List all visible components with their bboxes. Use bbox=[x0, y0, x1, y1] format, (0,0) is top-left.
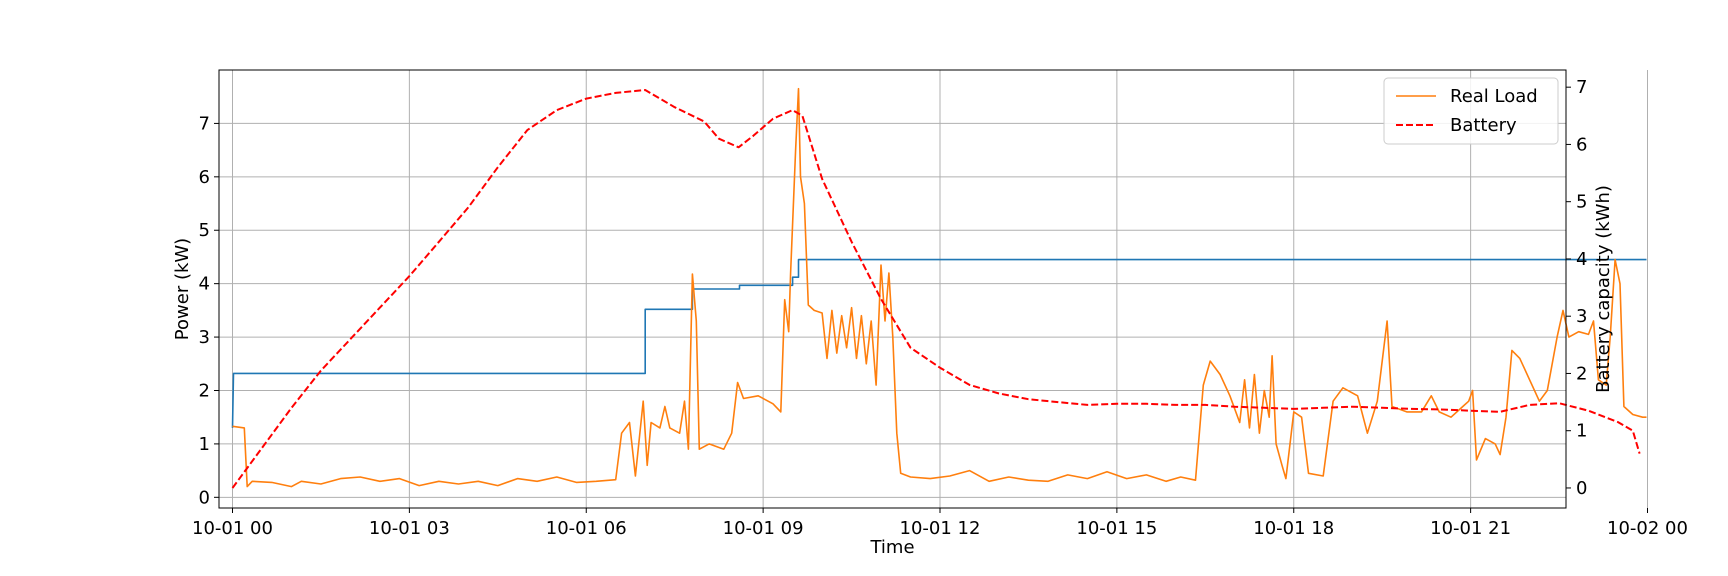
y-tick-label: 3 bbox=[199, 327, 210, 348]
series-line-battery bbox=[231, 89, 1641, 489]
y-tick-label: 6 bbox=[199, 167, 210, 188]
y2-tick-label: 6 bbox=[1576, 134, 1587, 155]
y2-axis-ticks: 0 1 2 3 4 5 6 7 bbox=[1566, 77, 1587, 499]
y-tick-label: 1 bbox=[199, 434, 210, 455]
x-tick-label: 10-01 03 bbox=[369, 518, 450, 539]
series-line-real-load bbox=[232, 87, 1647, 488]
y2-tick-label: 2 bbox=[1576, 363, 1587, 384]
legend-label: Real Load bbox=[1450, 86, 1538, 107]
y2-tick-label: 3 bbox=[1576, 306, 1587, 327]
series-layer bbox=[231, 87, 1647, 489]
x-tick-label: 10-02 00 bbox=[1607, 518, 1688, 539]
y2-tick-label: 1 bbox=[1576, 421, 1587, 442]
y-tick-label: 5 bbox=[199, 220, 210, 241]
y2-tick-label: 7 bbox=[1576, 77, 1587, 98]
y-tick-label: 2 bbox=[199, 380, 210, 401]
x-tick-label: 10-01 00 bbox=[192, 518, 273, 539]
x-tick-label: 10-01 15 bbox=[1076, 518, 1157, 539]
legend: Real Load Battery bbox=[1383, 77, 1559, 145]
x-tick-label: 10-01 18 bbox=[1253, 518, 1334, 539]
x-tick-label: 10-01 12 bbox=[900, 518, 981, 539]
y-axis-ticks: 0 1 2 3 4 5 6 7 bbox=[199, 113, 219, 508]
legend-box bbox=[1383, 77, 1559, 145]
x-tick-label: 10-01 09 bbox=[723, 518, 804, 539]
x-tick-label: 10-01 06 bbox=[546, 518, 627, 539]
x-tick-label: 10-01 21 bbox=[1430, 518, 1511, 539]
y-tick-label: 4 bbox=[199, 274, 210, 295]
y-tick-label: 7 bbox=[199, 113, 210, 134]
y2-tick-label: 4 bbox=[1576, 249, 1587, 270]
series-line-power bbox=[231, 258, 1647, 428]
y2-tick-label: 0 bbox=[1576, 478, 1587, 499]
y2-tick-label: 5 bbox=[1576, 192, 1587, 213]
x-axis-label: Time bbox=[869, 537, 914, 558]
x-axis-ticks: 10-01 00 10-01 03 10-01 06 10-01 09 10-01 12… bbox=[192, 508, 1688, 539]
plot-frame bbox=[218, 69, 1567, 509]
y-axis-label: Power (kW) bbox=[172, 238, 193, 340]
y-tick-label: 0 bbox=[199, 487, 210, 508]
legend-label: Battery bbox=[1450, 115, 1517, 136]
y2-axis-label: Battery capacity (kWh) bbox=[1593, 185, 1614, 393]
